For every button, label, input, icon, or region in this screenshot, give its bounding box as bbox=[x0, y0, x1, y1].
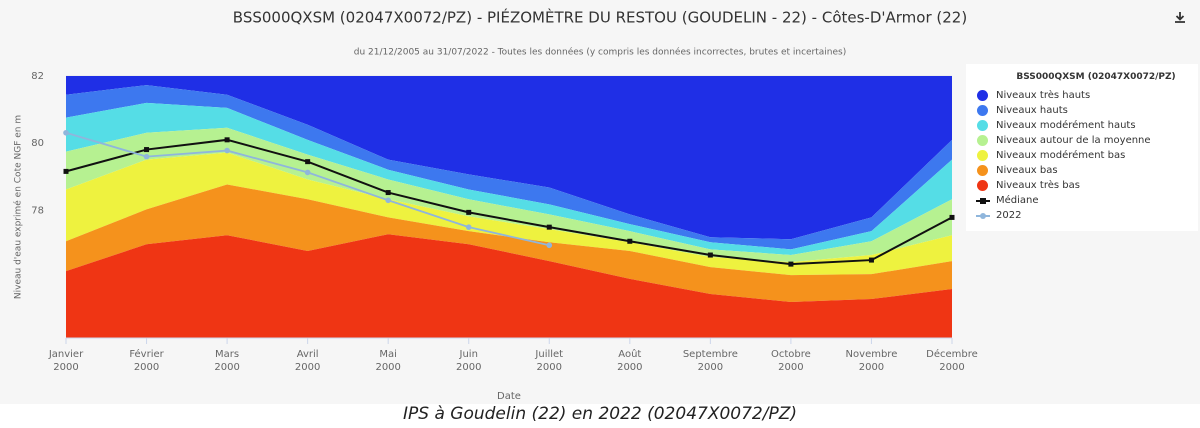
legend-symbol bbox=[976, 210, 990, 222]
legend-label: Niveaux très hauts bbox=[996, 90, 1091, 101]
legend: BSS000QXSM (02047X0072/PZ) Niveaux très … bbox=[966, 64, 1198, 231]
legend-label: Niveaux modérément bas bbox=[996, 150, 1126, 161]
x-tick-label: Mai 2000 bbox=[375, 349, 400, 373]
legend-item[interactable]: Niveaux hauts bbox=[976, 105, 1198, 117]
point-marker bbox=[949, 214, 955, 220]
legend-symbol bbox=[976, 120, 990, 132]
band-area bbox=[66, 152, 952, 276]
caption: IPS à Goudelin (22) en 2022 (02047X0072/… bbox=[403, 404, 797, 424]
y-tick-label: 80 bbox=[31, 138, 44, 149]
point-marker bbox=[63, 168, 69, 174]
point-marker bbox=[305, 159, 311, 165]
x-tick-label: Novembre 2000 bbox=[846, 349, 898, 373]
legend-item[interactable]: 2022 bbox=[976, 210, 1198, 222]
legend-label: Niveaux hauts bbox=[996, 105, 1068, 116]
point-marker bbox=[788, 261, 794, 267]
band-area bbox=[66, 184, 952, 303]
legend-label: 2022 bbox=[996, 210, 1022, 221]
point-marker bbox=[465, 224, 472, 230]
legend-symbol bbox=[976, 195, 990, 207]
band-area bbox=[66, 234, 952, 338]
band-area bbox=[66, 127, 952, 263]
legend-label: Niveaux bas bbox=[996, 165, 1058, 176]
point-marker bbox=[868, 257, 874, 263]
legend-item[interactable]: Niveaux modérément bas bbox=[976, 150, 1198, 162]
legend-item[interactable]: Niveaux très hauts bbox=[976, 90, 1198, 102]
point-marker bbox=[304, 169, 311, 176]
x-tick-label: Septembre 2000 bbox=[683, 349, 738, 373]
legend-symbol bbox=[976, 135, 990, 147]
legend-symbol bbox=[976, 150, 990, 162]
x-tick-label: Juillet 2000 bbox=[534, 349, 563, 373]
y-tick-label: 78 bbox=[31, 205, 44, 216]
point-marker bbox=[224, 147, 230, 154]
x-tick-label: Décembre 2000 bbox=[926, 348, 978, 373]
legend-item[interactable]: Niveaux très bas bbox=[976, 180, 1198, 192]
band-area bbox=[66, 76, 952, 240]
legend-symbol bbox=[976, 90, 990, 102]
legend-symbol bbox=[976, 165, 990, 177]
point-marker bbox=[546, 242, 553, 249]
band-area bbox=[66, 102, 952, 256]
legend-label: Médiane bbox=[996, 195, 1039, 206]
band-area bbox=[66, 85, 952, 250]
chart-subtitle: du 21/12/2005 au 31/07/2022 - Toutes les… bbox=[354, 47, 847, 58]
x-tick-label: Février 2000 bbox=[129, 348, 164, 373]
legend-item[interactable]: Niveaux bas bbox=[976, 165, 1198, 177]
y-axis-title: Niveau d'eau exprimé en Cote NGF en m bbox=[13, 115, 24, 299]
point-marker bbox=[627, 238, 633, 244]
point-marker bbox=[707, 252, 713, 258]
point-marker bbox=[143, 153, 150, 160]
legend-symbol bbox=[976, 105, 990, 117]
point-marker bbox=[224, 137, 230, 143]
x-tick-label: Mars 2000 bbox=[214, 349, 239, 373]
download-button[interactable] bbox=[1175, 12, 1185, 23]
chart-title: BSS000QXSM (02047X0072/PZ) - PIÉZOMÈTRE … bbox=[233, 8, 967, 27]
point-marker bbox=[385, 190, 391, 196]
legend-label: Niveaux autour de la moyenne bbox=[996, 135, 1151, 146]
x-tick-label: Juin 2000 bbox=[456, 349, 481, 373]
point-marker bbox=[144, 147, 150, 153]
legend-title: BSS000QXSM (02047X0072/PZ) bbox=[1016, 72, 1176, 82]
x-axis-title: Date bbox=[497, 391, 521, 402]
legend-symbol bbox=[976, 180, 990, 192]
legend-label: Niveaux modérément hauts bbox=[996, 120, 1136, 131]
point-marker bbox=[385, 197, 391, 204]
point-marker bbox=[466, 209, 472, 215]
x-tick-label: Octobre 2000 bbox=[771, 349, 811, 373]
legend-label: Niveaux très bas bbox=[996, 180, 1080, 191]
legend-item[interactable]: Médiane bbox=[976, 195, 1198, 207]
point-marker bbox=[546, 224, 552, 230]
x-tick-label: Janvier 2000 bbox=[48, 349, 84, 373]
x-tick-label: Août 2000 bbox=[617, 348, 642, 373]
series-line bbox=[65, 138, 953, 266]
legend-item[interactable]: Niveaux modérément hauts bbox=[976, 120, 1198, 132]
x-tick-label: Avril 2000 bbox=[295, 349, 320, 373]
y-tick-label: 82 bbox=[31, 71, 44, 82]
legend-item[interactable]: Niveaux autour de la moyenne bbox=[976, 135, 1198, 147]
point-marker bbox=[63, 129, 69, 136]
